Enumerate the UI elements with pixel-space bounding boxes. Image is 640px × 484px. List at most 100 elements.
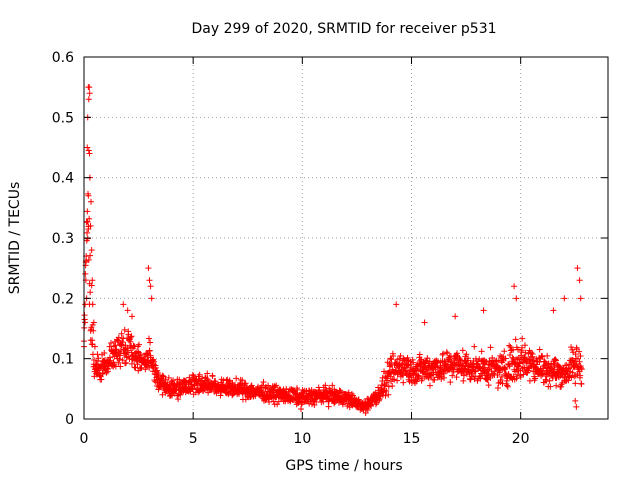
data-point [506,342,513,349]
data-point [504,383,511,390]
data-point [516,360,523,367]
data-point [90,319,97,326]
data-point [219,381,226,388]
data-point [204,370,211,377]
data-point [498,373,505,380]
x-tick-label: 20 [512,431,530,447]
data-point [546,377,553,384]
data-point [101,349,108,356]
data-point [573,360,580,367]
data-point [514,346,521,353]
data-points [80,84,585,416]
data-point [576,358,583,365]
data-point [85,256,92,263]
data-point [165,374,172,381]
data-point [501,348,508,355]
data-point [293,391,300,398]
data-point [205,389,212,396]
data-point [148,295,155,302]
data-point [507,343,514,350]
data-point [91,357,98,364]
y-tick-label: 0 [65,412,74,428]
data-point [578,364,585,371]
x-tick-label: 15 [403,431,421,447]
data-point [104,365,111,372]
data-point [147,339,154,346]
data-point [513,375,520,382]
data-point [568,374,575,381]
data-point [397,352,404,359]
data-point [441,374,448,381]
data-point [577,352,584,359]
data-point [577,295,584,302]
data-point [106,354,113,361]
data-point [509,354,516,361]
data-point [86,150,93,157]
data-point [574,265,581,272]
data-point [382,382,389,389]
data-point [443,349,450,356]
data-point [526,377,533,384]
data-point [87,252,94,259]
data-point [345,389,352,396]
data-point [337,388,344,395]
data-point [110,359,117,366]
data-point [400,379,407,386]
data-point [525,364,532,371]
data-point [96,372,103,379]
data-point [262,397,269,404]
data-point [385,391,392,398]
data-point [322,382,329,389]
data-point [478,348,485,355]
data-point [502,365,509,372]
data-point [88,247,95,254]
data-point [426,382,433,389]
data-point [82,270,89,277]
data-point [270,398,277,405]
data-point [82,319,89,326]
data-point [85,192,92,199]
x-tick-label: 0 [80,431,89,447]
data-point [385,383,392,390]
y-axis-label: SRMTID / TECUs [7,182,23,295]
data-point [552,356,559,363]
data-point [88,282,95,289]
data-point [82,301,89,308]
data-point [428,373,435,379]
data-point [329,382,336,389]
data-point [313,398,320,405]
data-point [543,378,550,385]
data-point [544,352,551,359]
data-point [468,370,475,377]
data-point [550,307,557,314]
data-point [311,402,318,409]
data-point [382,392,389,399]
data-point [119,357,126,364]
y-tick-label: 0.2 [52,291,74,307]
data-point [209,373,216,380]
data-point [119,339,126,346]
data-point [389,376,396,383]
data-point [494,384,501,391]
data-point [320,398,327,405]
data-point [115,359,122,366]
data-point [460,377,467,384]
data-point [572,380,579,387]
data-point [116,356,123,363]
data-point [124,347,131,354]
data-point [364,406,371,413]
data-point [87,289,94,296]
data-point [121,346,128,353]
data-point [576,348,583,355]
data-point [528,349,535,356]
data-point [340,398,347,405]
data-point [121,326,128,333]
data-point [404,354,411,361]
data-point [86,215,93,222]
data-point [551,366,558,373]
data-point [416,351,423,358]
data-point [452,313,459,320]
data-point [91,343,98,350]
data-point [518,344,525,351]
